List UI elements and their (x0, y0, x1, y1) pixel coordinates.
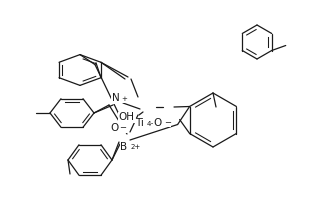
Text: O: O (110, 123, 118, 133)
Text: 4+: 4+ (146, 121, 157, 127)
Text: Ti: Ti (136, 118, 144, 128)
Text: N: N (112, 94, 120, 103)
Text: +: + (121, 96, 127, 102)
Text: −: − (164, 118, 171, 127)
Text: B: B (120, 142, 127, 152)
Text: O: O (154, 118, 162, 128)
Text: OH: OH (119, 112, 135, 122)
Text: −: − (120, 123, 126, 132)
Text: 2+: 2+ (131, 144, 141, 150)
